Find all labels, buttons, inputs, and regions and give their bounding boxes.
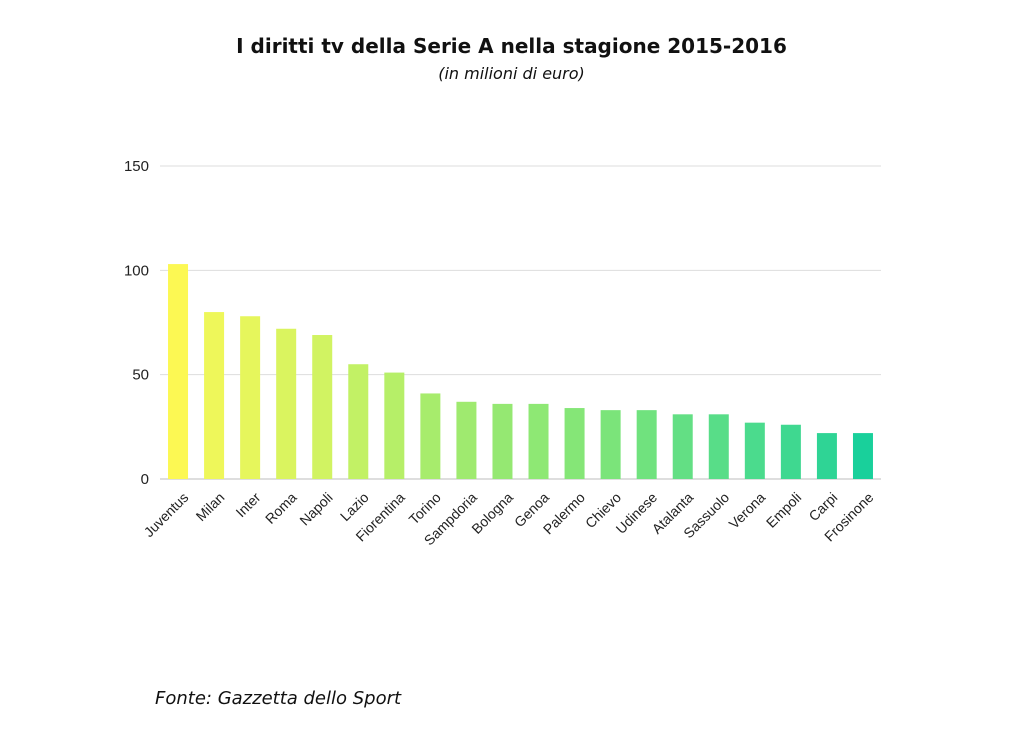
bar-milan bbox=[204, 312, 225, 479]
bar-udinese bbox=[636, 410, 657, 479]
x-tick-label: Empoli bbox=[763, 489, 805, 531]
source-note: Fonte: Gazzetta dello Sport bbox=[155, 688, 402, 709]
y-axis: 0 50 100 150 bbox=[124, 158, 149, 488]
gridlines bbox=[160, 165, 881, 480]
bar-genoa bbox=[528, 403, 549, 479]
chart-subtitle: (in milioni di euro) bbox=[438, 64, 585, 83]
x-tick-label: Juventus bbox=[141, 489, 192, 540]
bar-bologna bbox=[492, 403, 513, 479]
bar-verona bbox=[744, 422, 765, 479]
y-tick-label: 0 bbox=[141, 471, 149, 488]
bar-palermo bbox=[564, 408, 585, 479]
bar-torino bbox=[420, 393, 441, 479]
bar-frosinone bbox=[852, 433, 873, 479]
bars bbox=[168, 264, 873, 479]
bar-inter bbox=[240, 316, 261, 479]
bar-empoli bbox=[780, 424, 801, 479]
chart-title: I diritti tv della Serie A nella stagion… bbox=[236, 34, 787, 58]
bar-sassuolo bbox=[708, 414, 729, 479]
y-tick-label: 100 bbox=[124, 262, 149, 279]
x-tick-label: Roma bbox=[262, 489, 300, 527]
bar-atalanta bbox=[672, 414, 693, 479]
x-tick-label: Inter bbox=[232, 489, 263, 520]
bar-fiorentina bbox=[384, 372, 405, 479]
bar-carpi bbox=[816, 433, 837, 479]
bar-lazio bbox=[348, 364, 369, 479]
y-tick-label: 50 bbox=[132, 367, 149, 384]
bar-roma bbox=[276, 328, 297, 479]
bar-sampdoria bbox=[456, 401, 477, 479]
x-tick-label: Milan bbox=[193, 489, 228, 524]
bar-juventus bbox=[168, 264, 189, 479]
x-tick-label: Napoli bbox=[296, 489, 335, 528]
bar-chievo bbox=[600, 410, 621, 479]
x-tick-label: Verona bbox=[726, 489, 769, 532]
y-tick-label: 150 bbox=[124, 158, 149, 175]
bar-napoli bbox=[312, 335, 333, 479]
